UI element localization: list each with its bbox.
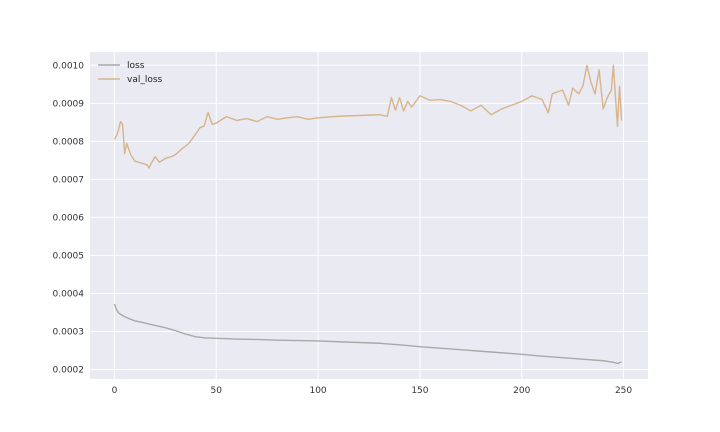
legend-label-loss: loss: [127, 61, 145, 71]
x-tick-label: 200: [513, 386, 530, 396]
x-tick-label: 250: [615, 386, 632, 396]
plot-area: [90, 52, 648, 379]
legend: loss val_loss: [98, 61, 163, 85]
x-tick-label: 100: [309, 386, 326, 396]
legend-label-val-loss: val_loss: [127, 75, 163, 85]
y-tick-label: 0.0003: [53, 327, 85, 337]
x-tick-label: 50: [211, 386, 223, 396]
y-tick-label: 0.0010: [53, 61, 85, 71]
x-tick-labels: 0 50 100 150 200 250: [112, 386, 633, 396]
y-tick-label: 0.0004: [53, 289, 85, 299]
series-line-loss: [113, 303, 622, 365]
y-tick-label: 0.0006: [53, 213, 85, 223]
x-tick-label: 150: [411, 386, 428, 396]
series-line-val-loss: [113, 64, 623, 169]
y-tick-labels: 0.0002 0.0003 0.0004 0.0005 0.0006 0.0007 0.00…: [53, 61, 85, 375]
y-gridlines: [90, 64, 648, 370]
y-tick-label: 0.0007: [53, 175, 85, 185]
series-lines: [113, 64, 623, 365]
y-tick-label: 0.0008: [53, 137, 85, 147]
y-tick-label: 0.0005: [53, 251, 85, 261]
x-tick-label: 0: [112, 386, 118, 396]
x-gridlines: [113, 52, 625, 379]
y-tick-label: 0.0002: [53, 365, 85, 375]
y-tick-label: 0.0009: [53, 99, 85, 109]
